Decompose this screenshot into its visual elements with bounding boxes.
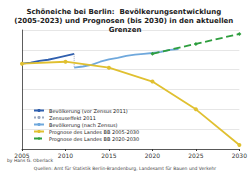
svg-text:2020: 2020: [145, 152, 160, 159]
svg-text:2005: 2005: [14, 151, 30, 159]
svg-text:Zensuseffekt 2011: Zensuseffekt 2011: [49, 115, 96, 121]
svg-text:2030: 2030: [232, 152, 247, 159]
svg-text:Prognose des Landes BB 2005-20: Prognose des Landes BB 2005-2030: [49, 129, 139, 136]
svg-text:Bevölkerung (nach Zensus): Bevölkerung (nach Zensus): [49, 122, 118, 129]
svg-text:Schöneiche bei Berlin: Bevölk: Schöneiche bei Berlin: Bevölkerungsentwi…: [26, 8, 223, 16]
svg-text:by Hans G. Oberlack: by Hans G. Oberlack: [7, 158, 54, 163]
svg-text:Prognose des Landes BB 2020-20: Prognose des Landes BB 2020-2030: [49, 136, 139, 143]
svg-text:Grenzen: Grenzen: [109, 26, 142, 34]
svg-text:2010: 2010: [58, 152, 73, 159]
svg-text:2015: 2015: [101, 152, 116, 159]
svg-text:(2005-2023) und Prognosen (bis: (2005-2023) und Prognosen (bis 2030) in …: [14, 17, 235, 25]
svg-text:2025: 2025: [188, 152, 203, 159]
svg-text:Quellen: Amt für Statistik Ber: Quellen: Amt für Statistik Berlin-Brande…: [34, 166, 216, 171]
svg-text:Bevölkerung (vor Zensus 2011): Bevölkerung (vor Zensus 2011): [49, 108, 128, 115]
